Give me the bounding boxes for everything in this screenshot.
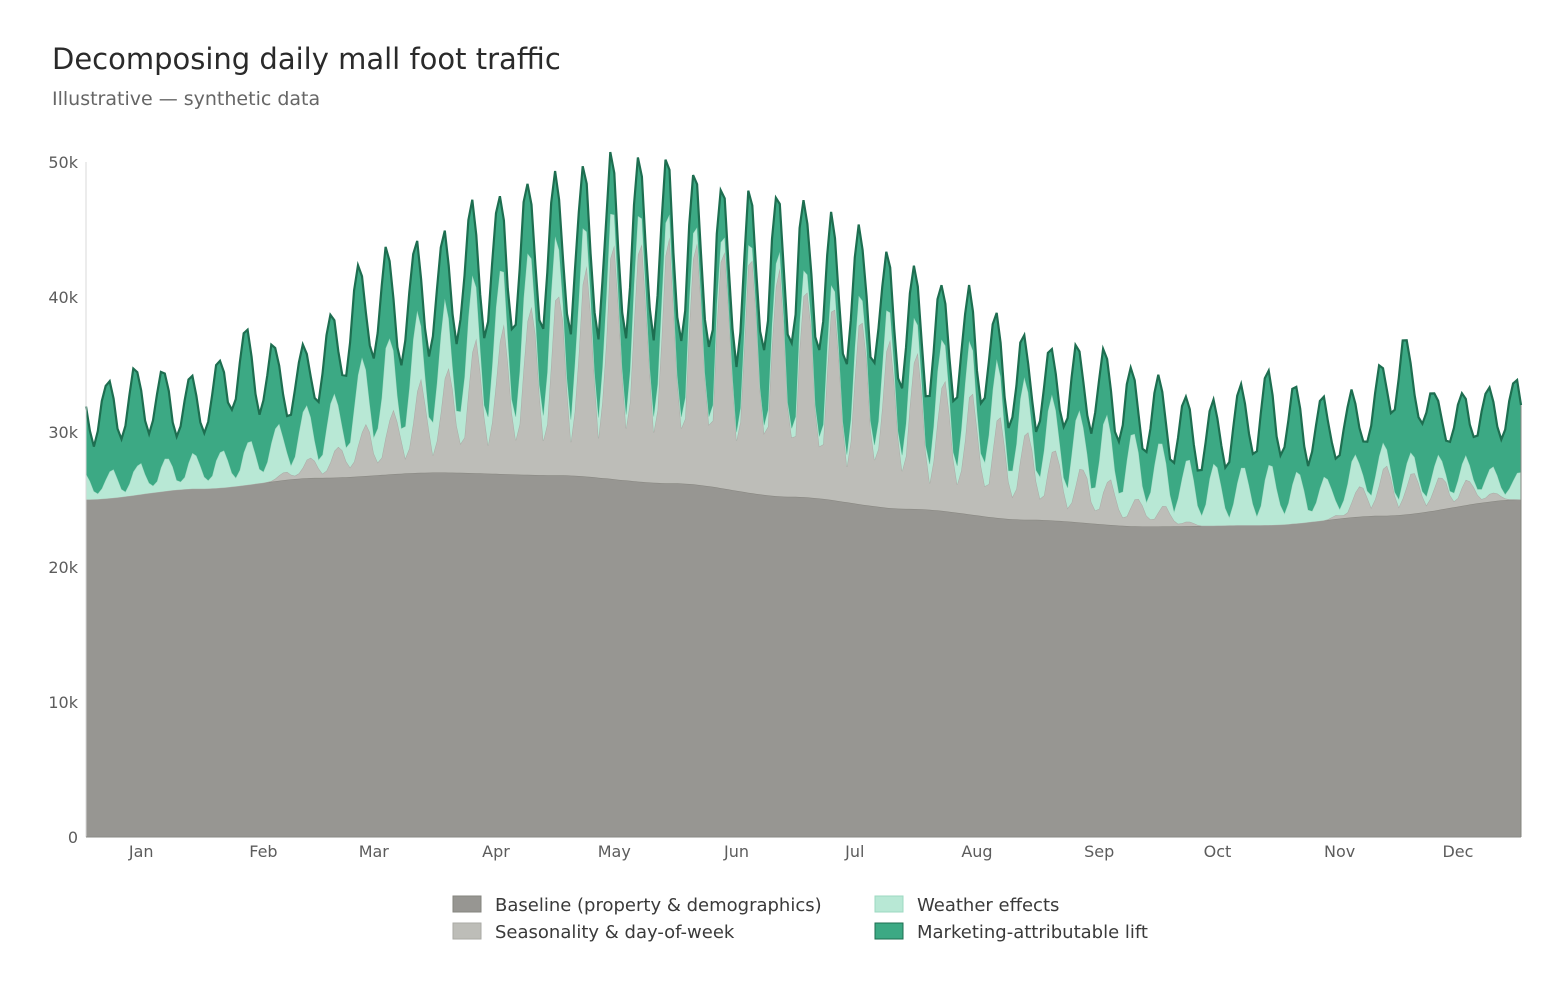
x-tick-label-sep: Sep: [1084, 842, 1114, 861]
area-edge-marketing-lift: [84, 151, 1523, 472]
legend-swatch: [874, 922, 904, 940]
legend-swatch: [874, 895, 904, 913]
y-tick-label: 0: [68, 828, 78, 847]
legend-label: Weather effects: [917, 895, 1059, 916]
x-tick-label-jan: Jan: [128, 842, 154, 861]
x-tick-label-may: May: [598, 842, 631, 861]
area-baseline: [86, 472, 1521, 837]
y-tick-label: 40k: [48, 288, 78, 307]
chart-title: Decomposing daily mall foot traffic: [52, 42, 561, 76]
x-tick-label-jun: Jun: [723, 842, 749, 861]
legend-item-seasonality: Seasonality & day-of-week: [452, 922, 735, 943]
x-tick-label-mar: Mar: [359, 842, 390, 861]
y-tick-label: 20k: [48, 558, 78, 577]
y-tick-label: 10k: [48, 693, 78, 712]
x-tick-label-aug: Aug: [961, 842, 992, 861]
y-tick-label: 50k: [48, 153, 78, 172]
legend-swatch: [452, 922, 482, 940]
legend-label: Baseline (property & demographics): [495, 895, 822, 916]
legend-item-marketing-lift: Marketing-attributable lift: [874, 922, 1148, 943]
x-tick-label-nov: Nov: [1324, 842, 1355, 861]
area-marketing-lift: [86, 152, 1521, 518]
chart-subtitle: Illustrative — synthetic data: [52, 88, 321, 110]
legend-swatch: [452, 895, 482, 913]
legend-label: Marketing-attributable lift: [917, 922, 1148, 943]
x-tick-label-oct: Oct: [1204, 842, 1232, 861]
area-weather: [86, 213, 1521, 526]
legend: Baseline (property & demographics) Season…: [452, 895, 1148, 943]
area-seasonality: [86, 237, 1521, 527]
x-tick-label-apr: Apr: [482, 842, 510, 861]
x-tick-label-dec: Dec: [1442, 842, 1473, 861]
x-tick-label-feb: Feb: [249, 842, 277, 861]
axes: 0 10k 20k 30k 40k 50k Jan Feb Mar Apr May Jun Jul Aug…: [48, 153, 1522, 861]
x-tick-label-jul: Jul: [844, 842, 864, 861]
legend-item-weather: Weather effects: [874, 895, 1059, 916]
y-tick-label: 30k: [48, 423, 78, 442]
legend-item-baseline: Baseline (property & demographics): [452, 895, 822, 916]
stacked-areas: [84, 151, 1523, 837]
legend-label: Seasonality & day-of-week: [495, 922, 735, 943]
